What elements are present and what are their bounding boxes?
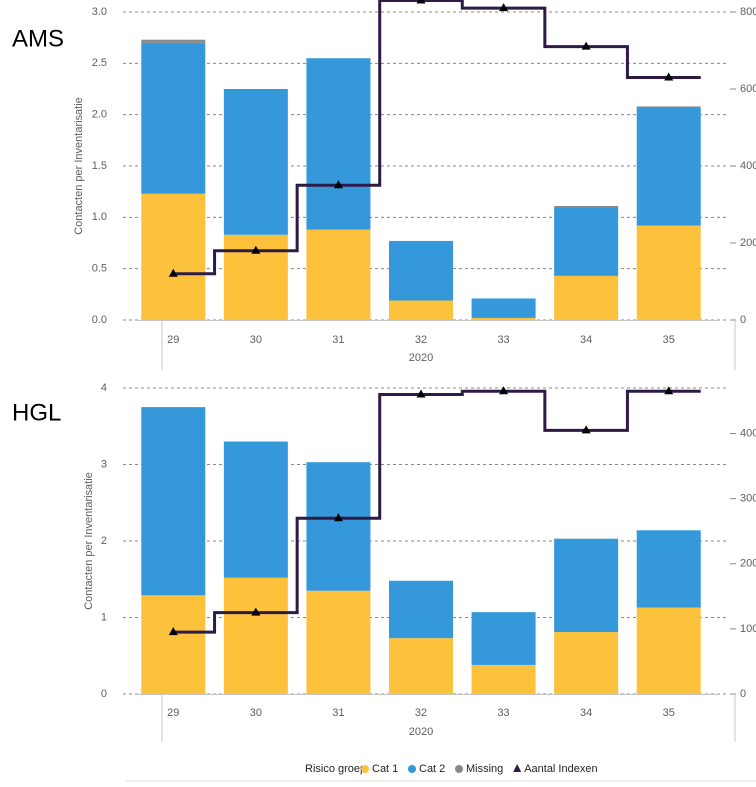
bar-cat-1 [306, 590, 371, 694]
line-point-marker [499, 386, 509, 395]
x-tick-label: 34 [580, 707, 592, 719]
legend-item-label: Aantal Indexen [524, 763, 597, 775]
legend-marker [361, 765, 369, 773]
bar-cat-2 [554, 538, 619, 633]
y2-tick-label: 600 [740, 83, 756, 95]
x-tick-label: 32 [415, 707, 427, 719]
bar-cat-2 [554, 207, 619, 276]
bar-missing [554, 206, 619, 208]
y2-tick-label: 400 [740, 160, 756, 172]
x-tick-label: 29 [167, 707, 179, 719]
y-tick-label: 1 [101, 611, 107, 623]
legend-marker [455, 765, 463, 773]
bar-missing [636, 106, 701, 108]
y-tick-label: 2.0 [92, 109, 107, 121]
y-tick-label: 1.0 [92, 211, 107, 223]
bar-cat-1 [471, 664, 536, 694]
legend-item-label: Missing [466, 763, 503, 775]
bar-cat-2 [471, 298, 536, 318]
y-tick-label: 3.0 [92, 6, 107, 18]
x-tick-label: 33 [497, 334, 509, 346]
legend-item-label: Cat 1 [372, 763, 398, 775]
line-point-marker [333, 180, 343, 189]
bar-cat-1 [306, 229, 371, 320]
y2-tick-label: 200 [740, 237, 756, 249]
x-tick-label: 29 [167, 334, 179, 346]
y-tick-label: 3 [101, 458, 107, 470]
y2-tick-label: 400 [740, 427, 756, 439]
legend: Risico groep Cat 1 Cat 2 Missing Aantal Inde… [125, 763, 756, 782]
bar-cat-1 [389, 638, 453, 694]
x-tick-label: 35 [663, 334, 675, 346]
line-point-marker [251, 607, 261, 616]
line-point-marker [416, 0, 426, 4]
bar-cat-1 [223, 577, 288, 694]
y-axis-title: Contacten per Inventarisatie [73, 97, 85, 235]
y-tick-label: 0.0 [92, 314, 107, 326]
bar-cat-2 [306, 58, 371, 230]
line-point-marker [168, 268, 178, 277]
region-label: AMS [12, 25, 64, 52]
legend-title: Risico groep [305, 763, 366, 775]
bar-missing [141, 39, 206, 43]
bar-cat-2 [306, 462, 371, 591]
bar-cat-1 [141, 595, 206, 694]
line-point-marker [168, 627, 178, 636]
bar-cat-2 [471, 612, 536, 665]
chart-ams: AMS 0.0 0.5 1.0 1.5 2.0 2.5 3.0 0 200 400 600 800 Con… [12, 0, 756, 370]
y2-tick-label: 800 [740, 6, 756, 18]
y2-tick-label: 300 [740, 493, 756, 505]
x-tick-label: 32 [415, 334, 427, 346]
x-tick-label: 30 [250, 707, 262, 719]
y-tick-label: 1.5 [92, 160, 107, 172]
y-tick-label: 2.5 [92, 57, 107, 69]
bar-cat-1 [636, 607, 701, 694]
line-point-marker [251, 245, 261, 254]
bar-cat-2 [636, 530, 701, 608]
bar-cat-1 [389, 300, 453, 320]
bar-cat-2 [389, 240, 453, 301]
bar-cat-2 [389, 580, 453, 639]
y2-tick-label: 0 [740, 688, 746, 700]
line-point-marker [664, 386, 674, 395]
x-tick-label: 35 [663, 707, 675, 719]
line-point-marker [581, 41, 591, 50]
bar-cat-2 [223, 441, 288, 578]
x-tick-label: 31 [332, 707, 344, 719]
line-point-marker [333, 513, 343, 522]
bar-cat-1 [554, 632, 619, 694]
line-point-marker [499, 3, 509, 12]
line-point-marker [416, 389, 426, 398]
bar-cat-1 [554, 275, 619, 320]
region-label: HGL [12, 399, 61, 426]
y-tick-label: 0.5 [92, 263, 107, 275]
legend-marker [408, 765, 416, 773]
bar-cat-2 [223, 89, 288, 235]
y-tick-label: 4 [101, 382, 107, 394]
y2-tick-label: 200 [740, 558, 756, 570]
y-axis-title: Contacten per Inventarisatie [83, 472, 95, 610]
x-tick-label: 30 [250, 334, 262, 346]
x-tick-label: 33 [497, 707, 509, 719]
bar-cat-1 [471, 317, 536, 320]
bar-cat-2 [141, 42, 206, 194]
x-tick-label: 34 [580, 334, 592, 346]
y2-tick-label: 100 [740, 623, 756, 635]
x-group-label: 2020 [409, 352, 433, 364]
line-point-marker [664, 72, 674, 81]
line-point-marker [581, 425, 591, 434]
bar-cat-2 [636, 107, 701, 226]
bar-cat-1 [636, 225, 701, 320]
y-tick-label: 0 [101, 688, 107, 700]
x-tick-label: 31 [332, 334, 344, 346]
x-group-label: 2020 [409, 726, 433, 738]
legend-marker [513, 764, 522, 772]
bar-cat-2 [141, 407, 206, 596]
legend-item-label: Cat 2 [419, 763, 445, 775]
y-tick-label: 2 [101, 535, 107, 547]
y2-tick-label: 0 [740, 314, 746, 326]
bar-cat-1 [141, 193, 206, 320]
